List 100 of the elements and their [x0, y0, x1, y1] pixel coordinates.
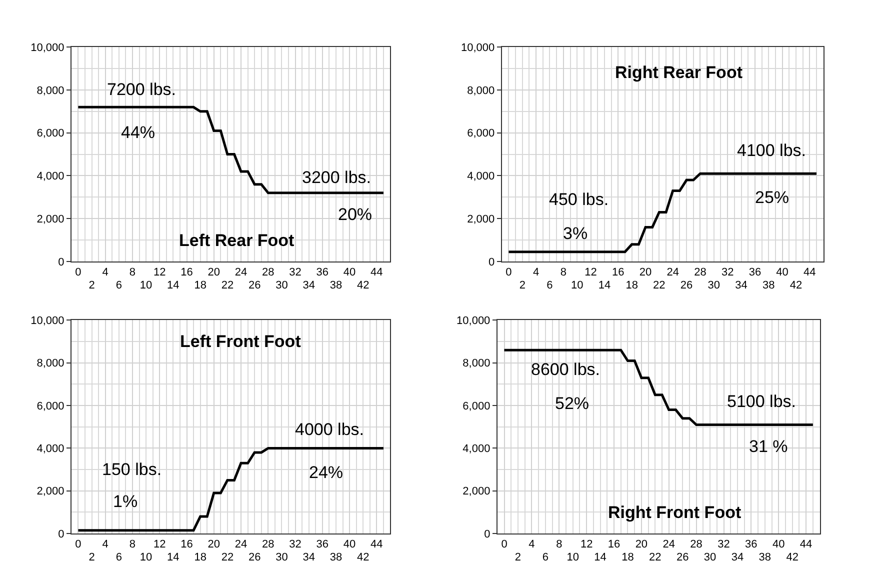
- x-tick-label: 36: [748, 266, 762, 279]
- annotation: 1%: [113, 492, 138, 511]
- y-tick-label: 0: [58, 528, 64, 540]
- x-tick-label: 44: [800, 538, 812, 551]
- x-tick-label: 12: [584, 266, 597, 279]
- x2-tick-label: 22: [653, 280, 666, 292]
- x-tick-label: 28: [262, 538, 274, 551]
- x-tick-label: 20: [208, 538, 220, 551]
- y-tick-label: 10,000: [456, 315, 490, 328]
- x-tick-label: 40: [343, 266, 356, 279]
- x2-tick-label: 26: [680, 280, 693, 292]
- x-tick-label: 16: [608, 538, 620, 551]
- x2-tick-label: 14: [167, 552, 180, 564]
- x-tick-label: 4: [528, 538, 535, 551]
- y-tick-label: 6,000: [467, 128, 495, 140]
- x2-tick-label: 10: [140, 552, 152, 564]
- x2-tick-label: 26: [248, 280, 261, 292]
- x-tick-label: 8: [129, 538, 136, 551]
- x2-tick-label: 18: [622, 552, 634, 564]
- text: Left Rear Foot: [179, 231, 295, 250]
- x2-tick-label: 6: [546, 280, 553, 292]
- y-tick-label: 10,000: [461, 42, 495, 54]
- x2-tick-label: 6: [116, 280, 122, 292]
- x2-tick-label: 30: [704, 552, 716, 564]
- x-tick-label: 32: [721, 266, 734, 279]
- x-tick-label: 16: [612, 266, 624, 279]
- x-tick-label: 36: [745, 538, 758, 551]
- y-tick-label: 2,000: [462, 486, 490, 498]
- y-tick-label: 8,000: [462, 358, 490, 370]
- annotation: 20%: [338, 205, 372, 224]
- x-tick-label: 4: [102, 266, 108, 279]
- y-tick-label: 8,000: [467, 84, 495, 97]
- x-tick-label: 20: [635, 538, 648, 551]
- line-series: [507, 172, 818, 254]
- line-series: [503, 348, 814, 426]
- annotation: 150 lbs.: [102, 460, 162, 479]
- x-tick-label: 40: [772, 538, 785, 551]
- x-tick-label: 24: [234, 266, 248, 279]
- x2-tick-label: 34: [302, 552, 315, 564]
- x2-tick-label: 22: [221, 280, 234, 292]
- x-tick-label: 20: [208, 266, 220, 279]
- x2-tick-label: 18: [194, 280, 206, 292]
- x2-tick-label: 34: [735, 280, 748, 292]
- annotation: 3%: [563, 224, 588, 243]
- x-tick-label: 8: [560, 266, 566, 279]
- annotation: 450 lbs.: [549, 190, 609, 209]
- annotation: 52%: [555, 394, 590, 413]
- y-tick-label: 10,000: [30, 315, 64, 328]
- x-tick-label: 36: [316, 266, 329, 279]
- line-series: [76, 446, 385, 532]
- x2-tick-label: 42: [356, 552, 370, 564]
- y-tick-label: 6,000: [36, 128, 64, 140]
- x2-tick-label: 42: [356, 280, 370, 292]
- x2-tick-label: 34: [302, 280, 315, 292]
- y-tick-label: 4,000: [467, 170, 495, 183]
- annotation: 24%: [309, 463, 344, 482]
- x2-tick-label: 22: [649, 552, 662, 564]
- x2-tick-label: 38: [330, 280, 342, 292]
- x2-tick-label: 14: [598, 280, 611, 292]
- x2-tick-label: 18: [194, 552, 206, 564]
- y-tick-label: 8,000: [36, 84, 64, 97]
- annotation: 4100 lbs.: [737, 141, 806, 160]
- x-tick-label: 40: [776, 266, 788, 279]
- x-tick-label: 44: [370, 538, 383, 551]
- x-tick-label: 32: [289, 266, 302, 279]
- y-tick-label: 2,000: [36, 486, 64, 498]
- x2-tick-label: 34: [731, 552, 744, 564]
- x2-tick-label: 2: [519, 280, 526, 292]
- annotation: 44%: [121, 123, 156, 142]
- annotation: 25%: [755, 188, 790, 207]
- y-tick-label: 6,000: [36, 400, 64, 412]
- x2-tick-label: 6: [116, 552, 122, 564]
- x-tick-label: 12: [153, 266, 166, 279]
- text: Left Front Foot: [180, 332, 302, 351]
- y-tick-label: 2,000: [36, 213, 64, 226]
- annotation: 4000 lbs.: [295, 420, 364, 439]
- x2-tick-label: 2: [514, 552, 522, 564]
- line-series: [76, 106, 385, 194]
- x2-tick-label: 14: [167, 280, 180, 292]
- x-tick-label: 40: [343, 538, 356, 551]
- x-tick-label: 44: [370, 266, 383, 279]
- text: Right Front Foot: [608, 503, 742, 522]
- x2-tick-label: 30: [276, 552, 288, 564]
- y-tick-label: 8,000: [36, 358, 64, 370]
- x2-tick-label: 38: [758, 552, 772, 564]
- x-tick-label: 28: [694, 266, 706, 279]
- y-tick-label: 4,000: [36, 170, 64, 183]
- x-tick-label: 24: [234, 538, 248, 551]
- y-tick-label: 0: [58, 256, 64, 268]
- x2-tick-label: 10: [140, 280, 152, 292]
- x-tick-label: 4: [533, 266, 540, 279]
- x-tick-label: 0: [75, 538, 82, 551]
- x-tick-label: 0: [501, 538, 508, 551]
- x-tick-label: 8: [129, 266, 136, 279]
- annotation: 3200 lbs.: [302, 168, 371, 187]
- x2-tick-label: 26: [248, 552, 261, 564]
- x2-tick-label: 30: [708, 280, 720, 292]
- y-tick-label: 2,000: [467, 213, 495, 226]
- x2-tick-label: 14: [594, 552, 606, 564]
- x2-tick-label: 22: [221, 552, 234, 564]
